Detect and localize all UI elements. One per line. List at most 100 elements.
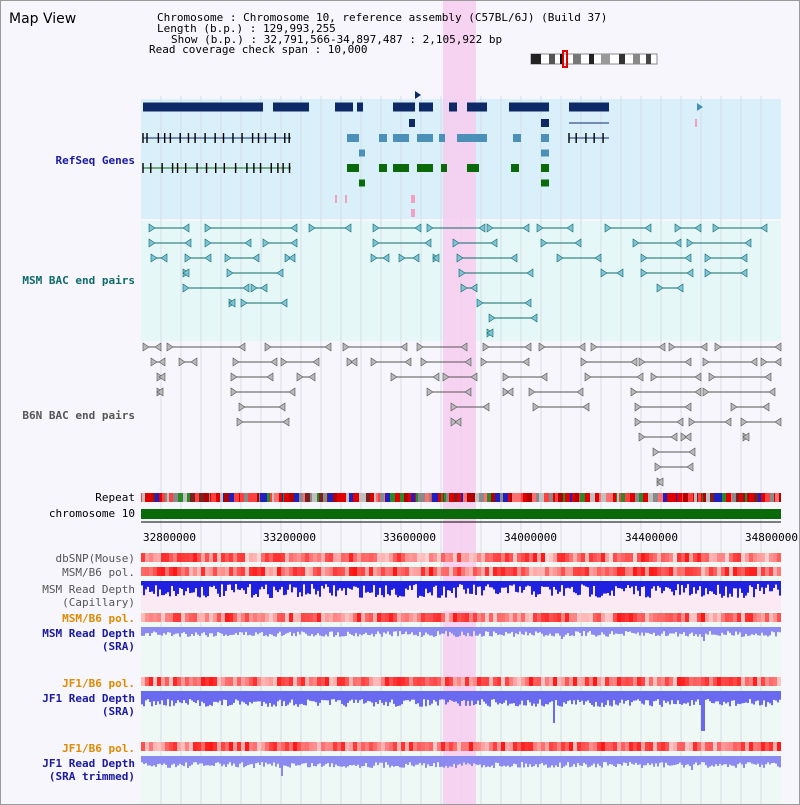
b6n-bac-track-label[interactable]: B6N BAC end pairs xyxy=(22,409,135,422)
polymorphism-cell xyxy=(353,567,357,576)
polymorphism-cell xyxy=(617,677,621,686)
depth-bar xyxy=(473,691,475,706)
polymorphism-cell xyxy=(697,613,701,622)
polymorphism-cell xyxy=(713,567,717,576)
depth-bar xyxy=(301,756,303,764)
b6n-bac-track[interactable] xyxy=(142,342,782,487)
repeat-block xyxy=(539,493,544,502)
depth-bar xyxy=(311,691,313,702)
msm-depth-capillary-label[interactable]: MSM Read Depth xyxy=(42,583,135,596)
msm-depth-sra-sublabel: (SRA) xyxy=(102,640,135,653)
polymorphism-cell xyxy=(441,742,445,751)
jf1-depth-trimmed-label[interactable]: JF1 Read Depth xyxy=(42,757,135,770)
depth-bar xyxy=(157,756,159,765)
polymorphism-cell xyxy=(553,677,557,686)
polymorphism-cell xyxy=(757,553,761,562)
depth-bar xyxy=(767,691,769,703)
depth-bar xyxy=(639,756,641,765)
chromosome-bar[interactable] xyxy=(141,509,781,519)
repeat-block xyxy=(425,493,429,502)
depth-bar xyxy=(349,691,351,701)
bac-end-marker xyxy=(502,387,510,397)
depth-bar xyxy=(675,581,677,591)
msm-depth-sra-label[interactable]: MSM Read Depth xyxy=(42,627,135,640)
depth-bar xyxy=(557,756,559,768)
polymorphism-cell xyxy=(593,613,597,622)
depth-bar xyxy=(697,627,699,637)
depth-bar xyxy=(233,581,235,593)
refseq-genes-track[interactable] xyxy=(142,91,703,217)
bac-end-marker xyxy=(774,357,782,367)
polymorphism-cell xyxy=(477,742,481,751)
repeat-track[interactable] xyxy=(141,493,781,502)
msm-bac-track-label[interactable]: MSM BAC end pairs xyxy=(22,274,135,287)
depth-bar xyxy=(743,581,745,598)
polymorphism-cell xyxy=(465,677,469,686)
msm-bac-track[interactable] xyxy=(148,223,768,338)
depth-bar xyxy=(417,691,419,704)
polymorphism-cell xyxy=(725,742,729,751)
read-depth-tracks[interactable] xyxy=(141,581,781,776)
depth-bar xyxy=(641,581,643,588)
depth-bar xyxy=(239,581,241,590)
polymorphism-heat-tracks[interactable] xyxy=(141,553,781,751)
jf1-b6-pol-label-2[interactable]: JF1/B6 pol. xyxy=(62,742,135,755)
depth-bar xyxy=(479,756,481,765)
depth-bar xyxy=(473,756,475,764)
depth-bar xyxy=(555,627,557,634)
polymorphism-cell xyxy=(425,613,429,622)
bac-end-marker xyxy=(760,357,768,367)
depth-bar xyxy=(215,581,217,589)
depth-bar xyxy=(595,581,597,597)
dbsnp-track-label[interactable]: dbSNP(Mouse) xyxy=(56,552,135,565)
depth-bar xyxy=(607,627,609,637)
bac-end-marker xyxy=(148,238,156,248)
depth-bar xyxy=(333,627,335,637)
bac-end-marker xyxy=(708,372,716,382)
repeat-block xyxy=(415,493,416,502)
polymorphism-cell xyxy=(145,553,149,562)
depth-bar xyxy=(161,627,163,636)
depth-bar xyxy=(273,756,275,763)
polymorphism-cell xyxy=(657,567,661,576)
depth-bar xyxy=(279,691,281,700)
depth-bar xyxy=(681,627,683,635)
msm-b6-pol-label-2[interactable]: MSM/B6 pol. xyxy=(62,612,135,625)
bac-end-marker xyxy=(506,387,514,397)
depth-bar xyxy=(621,627,623,634)
depth-bar xyxy=(709,627,711,632)
polymorphism-cell xyxy=(277,677,281,686)
polymorphism-cell xyxy=(193,553,197,562)
depth-bar xyxy=(731,581,733,597)
msm-b6-pol-label-1[interactable]: MSM/B6 pol. xyxy=(62,566,135,579)
depth-bar xyxy=(463,627,465,635)
jf1-depth-sra-label[interactable]: JF1 Read Depth xyxy=(42,692,135,705)
depth-bar xyxy=(211,581,213,588)
depth-bar xyxy=(349,756,351,765)
depth-bar xyxy=(411,756,413,766)
refseq-track-label[interactable]: RefSeq Genes xyxy=(56,154,135,167)
repeat-block xyxy=(573,493,575,502)
polymorphism-cell xyxy=(161,613,165,622)
depth-bar xyxy=(749,691,751,700)
polymorphism-cell xyxy=(313,742,317,751)
repeat-track-label[interactable]: Repeat xyxy=(95,491,135,504)
chromosome-track-label[interactable]: chromosome 10 xyxy=(49,507,135,520)
depth-bar xyxy=(681,756,683,765)
polymorphism-cell xyxy=(393,567,397,576)
polymorphism-cell xyxy=(529,567,533,576)
depth-bar xyxy=(755,756,757,765)
chromosome-ideogram[interactable] xyxy=(530,50,658,68)
depth-bar xyxy=(209,581,211,587)
polymorphism-cell xyxy=(645,613,649,622)
polymorphism-cell xyxy=(345,553,349,562)
bac-end-marker xyxy=(482,402,490,412)
jf1-b6-pol-label-1[interactable]: JF1/B6 pol. xyxy=(62,677,135,690)
polymorphism-cell xyxy=(605,742,609,751)
depth-bar xyxy=(431,756,433,767)
depth-bar xyxy=(401,581,403,597)
repeat-block xyxy=(317,493,319,502)
depth-bar xyxy=(251,691,253,704)
depth-bar xyxy=(685,627,687,636)
